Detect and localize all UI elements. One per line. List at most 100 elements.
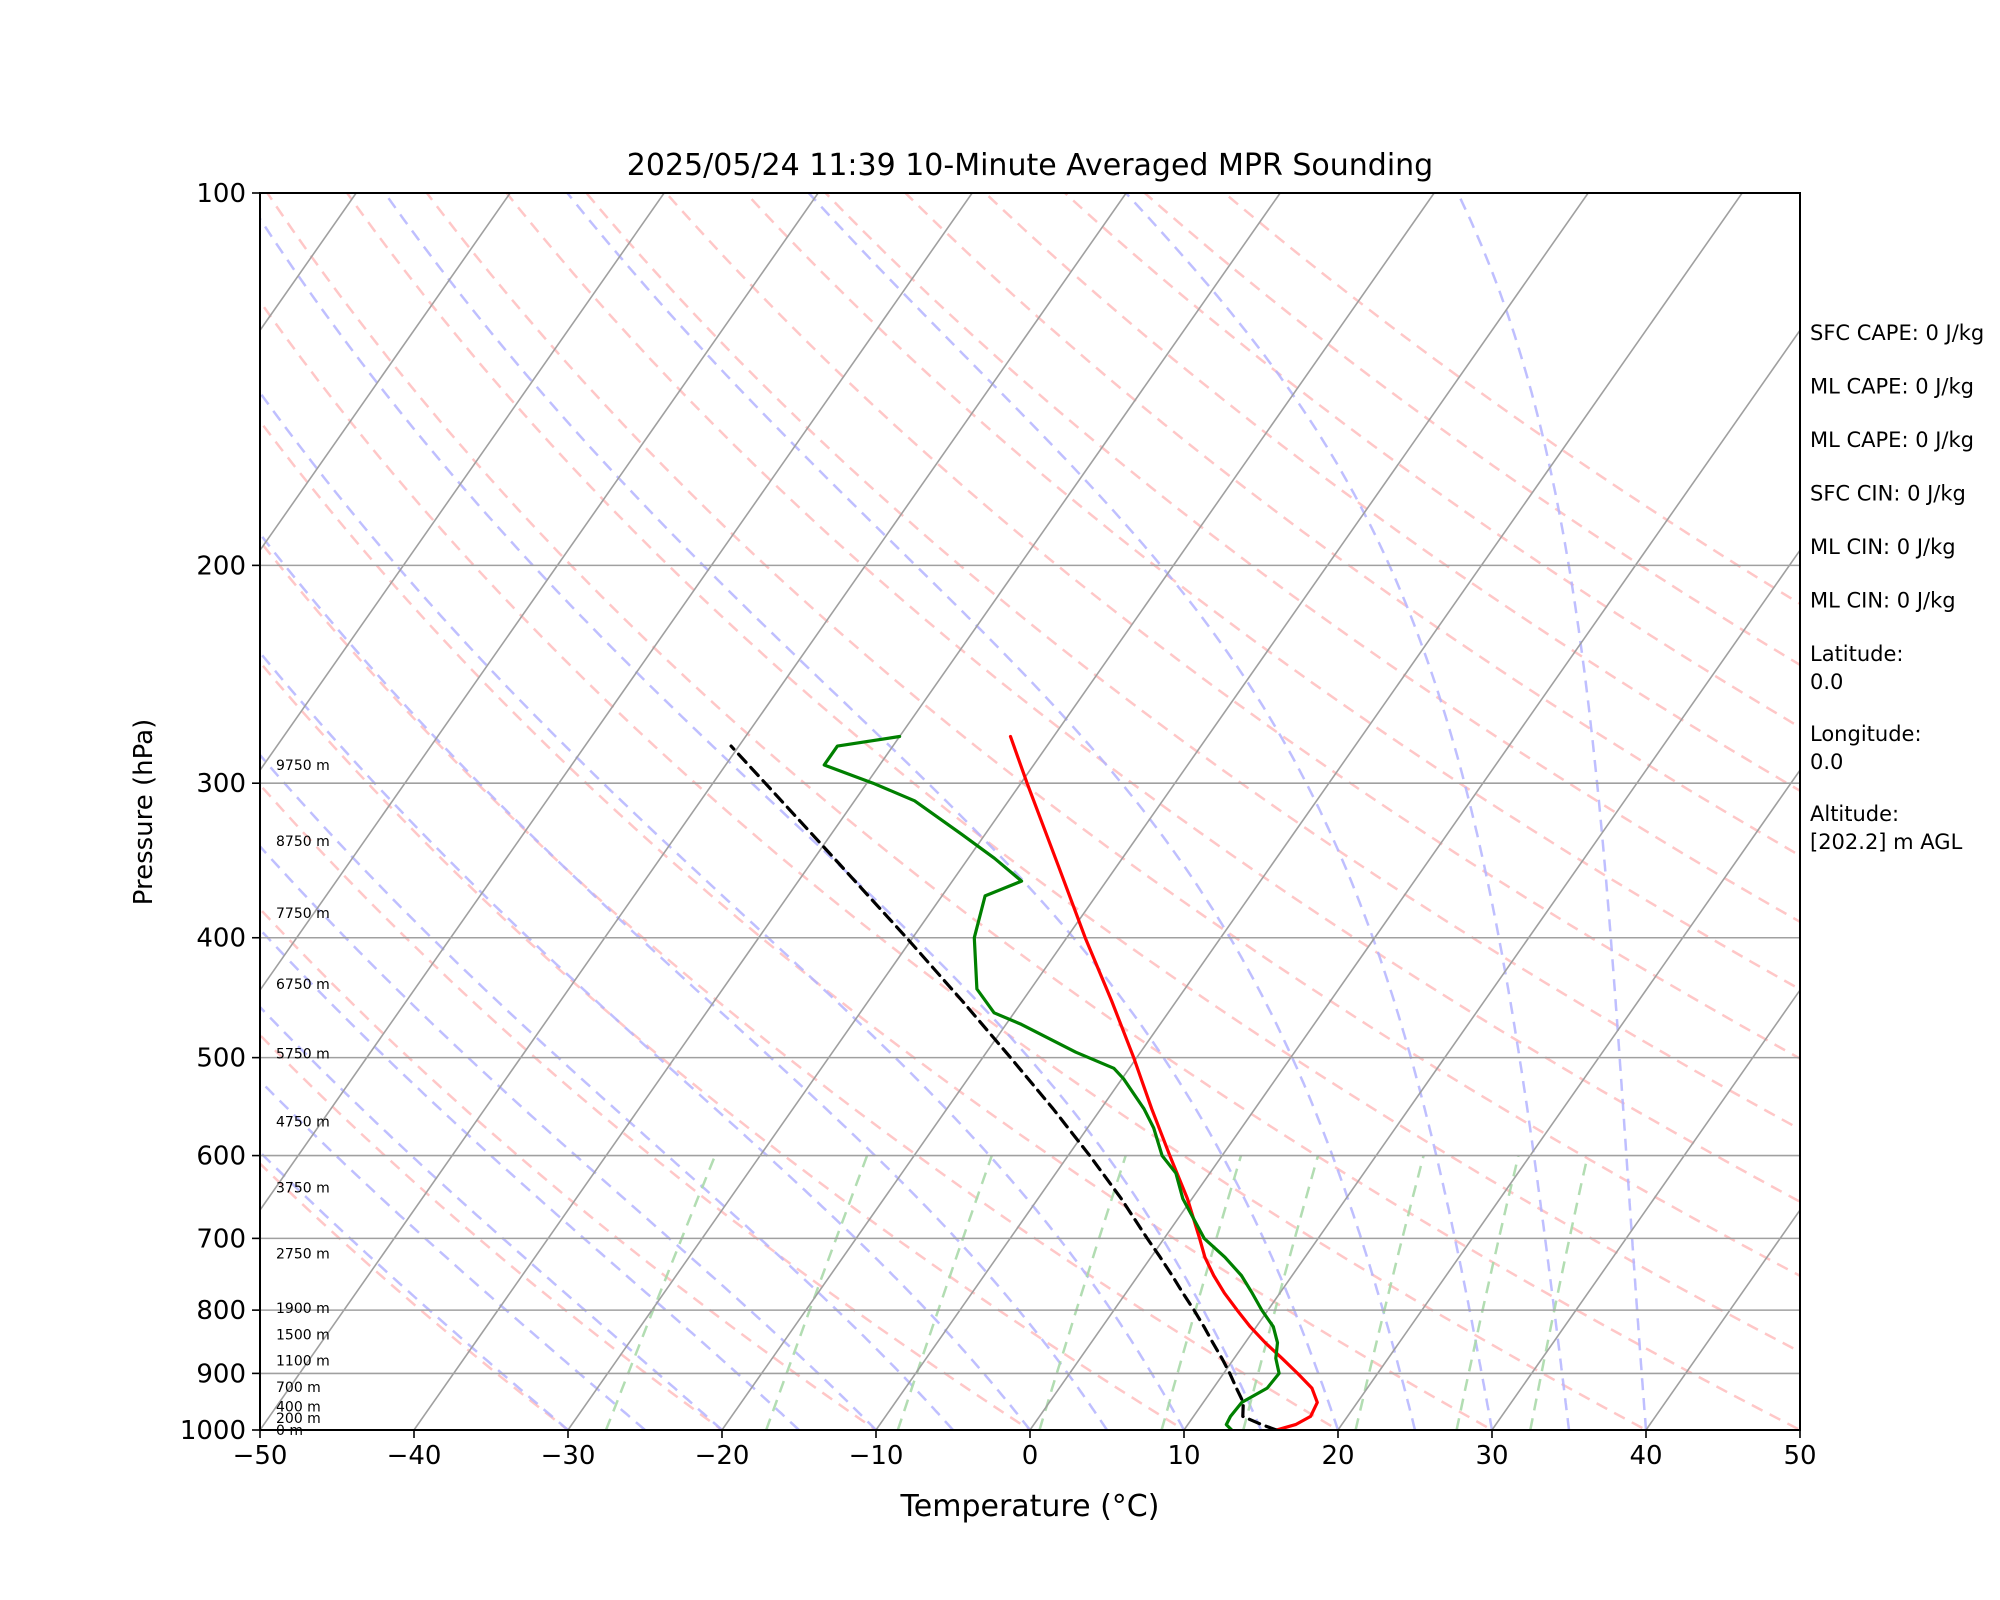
x-tick-label: 10 [1167,1441,1200,1471]
height-label: 2750 m [276,1247,330,1263]
dry-adiabat-line [260,660,1187,1430]
dry-adiabat-line [260,299,1649,1430]
height-label: 400 m [276,1399,321,1415]
isotherm-line [721,193,1589,1430]
info-annotation-line: SFC CIN: 0 J/kg [1810,482,1966,506]
info-annotation: Longitude: 0.0 [1810,722,1922,774]
isotherm-line [260,193,357,332]
mixing-ratio-line [896,1155,993,1430]
y-tick-label: 400 [196,924,246,954]
x-axis: −50 −40 −30 −20 −10 0 10 20 30 40 50 [233,1430,1817,1471]
isotherm-line [0,193,48,1430]
moist-adiabat-line [260,844,877,1430]
x-tick-label: −10 [849,1441,904,1471]
moist-adiabat-line [260,753,954,1430]
info-annotation: ML CAPE: 0 J/kg [1810,375,1974,399]
isotherm-line [0,193,202,1430]
height-label: 700 m [276,1380,321,1396]
height-label: 5750 m [276,1046,330,1062]
moist-adiabat-line [1124,193,1571,1430]
x-tick-label: −50 [233,1441,288,1471]
info-annotation-line: Longitude: [1810,722,1922,746]
info-annotation-line: Latitude: [1810,642,1904,666]
dry-adiabat-line [823,193,1800,924]
dry-adiabat-line [265,193,1800,1430]
dry-adiabat-line [983,193,1800,793]
x-tick-label: −30 [541,1441,596,1471]
y-axis: 100 200 300 400 500 600 700 800 900 1000 [180,179,260,1446]
moist-adiabat-line [260,216,1263,1430]
info-panel: SFC CAPE: 0 J/kg ML CAPE: 0 J/kg ML CAPE: … [1810,321,1984,854]
dry-adiabat-line [903,193,1800,858]
info-annotation: SFC CAPE: 0 J/kg [1810,321,1984,345]
info-annotation: ML CIN: 0 J/kg [1810,535,1956,559]
y-tick-label: 700 [196,1224,246,1254]
x-axis-label: Temperature (°C) [900,1489,1160,1524]
chart-title: 2025/05/24 11:39 10-Minute Averaged MPR … [627,148,1433,183]
y-tick-label: 300 [196,769,246,799]
isotherm-line [413,193,1281,1430]
info-annotation-line: 0.0 [1810,750,1843,774]
background-lines [0,193,1800,1430]
isotherm-line [875,193,1743,1430]
x-tick-label: 50 [1783,1441,1816,1471]
mixing-ratio-line [1354,1155,1425,1430]
moist-adiabat-line [260,390,1186,1430]
y-tick-label: 1000 [180,1416,246,1446]
moist-adiabat-line [260,650,1031,1430]
info-annotation: ML CAPE: 0 J/kg [1810,428,1974,452]
y-tick-label: 800 [196,1296,246,1326]
dewpoint-line [822,734,1281,1430]
y-tick-label: 100 [196,179,246,209]
info-annotation-line: SFC CAPE: 0 J/kg [1810,321,1984,345]
isotherm-line [567,193,1435,1430]
moist-adiabat-line [260,531,1109,1430]
y-tick-label: 500 [196,1044,246,1074]
dry-adiabat-line [664,193,1800,1060]
y-tick-label: 600 [196,1142,246,1172]
x-tick-label: 20 [1321,1441,1354,1471]
moist-adiabat-line [566,193,1417,1430]
dry-adiabat-line [260,907,879,1430]
moist-adiabat-line [260,1079,646,1430]
isotherm-line [1491,988,1800,1430]
y-tick-label: 200 [196,551,246,581]
dry-adiabat-line [425,193,1800,1278]
isotherm-line [260,193,665,772]
dry-adiabat-line [345,193,1800,1354]
dry-adiabat-line [260,419,1495,1430]
height-label: 6750 m [276,977,330,993]
data-lines [729,734,1319,1430]
mixing-ratio-line [1038,1155,1127,1430]
isotherm-line [1029,328,1800,1430]
isotherm-line [1337,768,1800,1430]
height-label: 1500 m [276,1327,330,1343]
x-tick-label: 30 [1475,1441,1508,1471]
info-annotation-line: ML CIN: 0 J/kg [1810,535,1956,559]
dry-adiabat-line [260,539,1341,1430]
mixing-ratio-line [765,1155,869,1430]
info-annotation-line: Altitude: [1810,802,1899,826]
height-label: 1100 m [276,1354,330,1370]
isotherm-line [260,193,1127,1430]
isotherm-line [260,193,973,1212]
info-annotation: Latitude: 0.0 [1810,642,1904,694]
moist-adiabat-line [1456,193,1648,1430]
y-tick-label: 900 [196,1359,246,1389]
height-label: 200 m [276,1411,321,1427]
isotherm-line [1645,1208,1800,1430]
dry-adiabat-line [260,1033,725,1430]
moist-adiabat-line [260,1005,723,1430]
height-label: 4750 m [276,1114,330,1130]
dry-adiabat-line [1063,193,1800,729]
height-label: 7750 m [276,906,330,922]
info-annotation: ML CIN: 0 J/kg [1810,589,1956,613]
dry-adiabat-line [744,193,1800,991]
dry-adiabat-line [260,782,1033,1430]
mixing-ratio-line [1160,1155,1243,1430]
height-label: 8750 m [276,834,330,850]
x-tick-label: 0 [1022,1441,1039,1471]
temperature-line [1008,734,1319,1430]
